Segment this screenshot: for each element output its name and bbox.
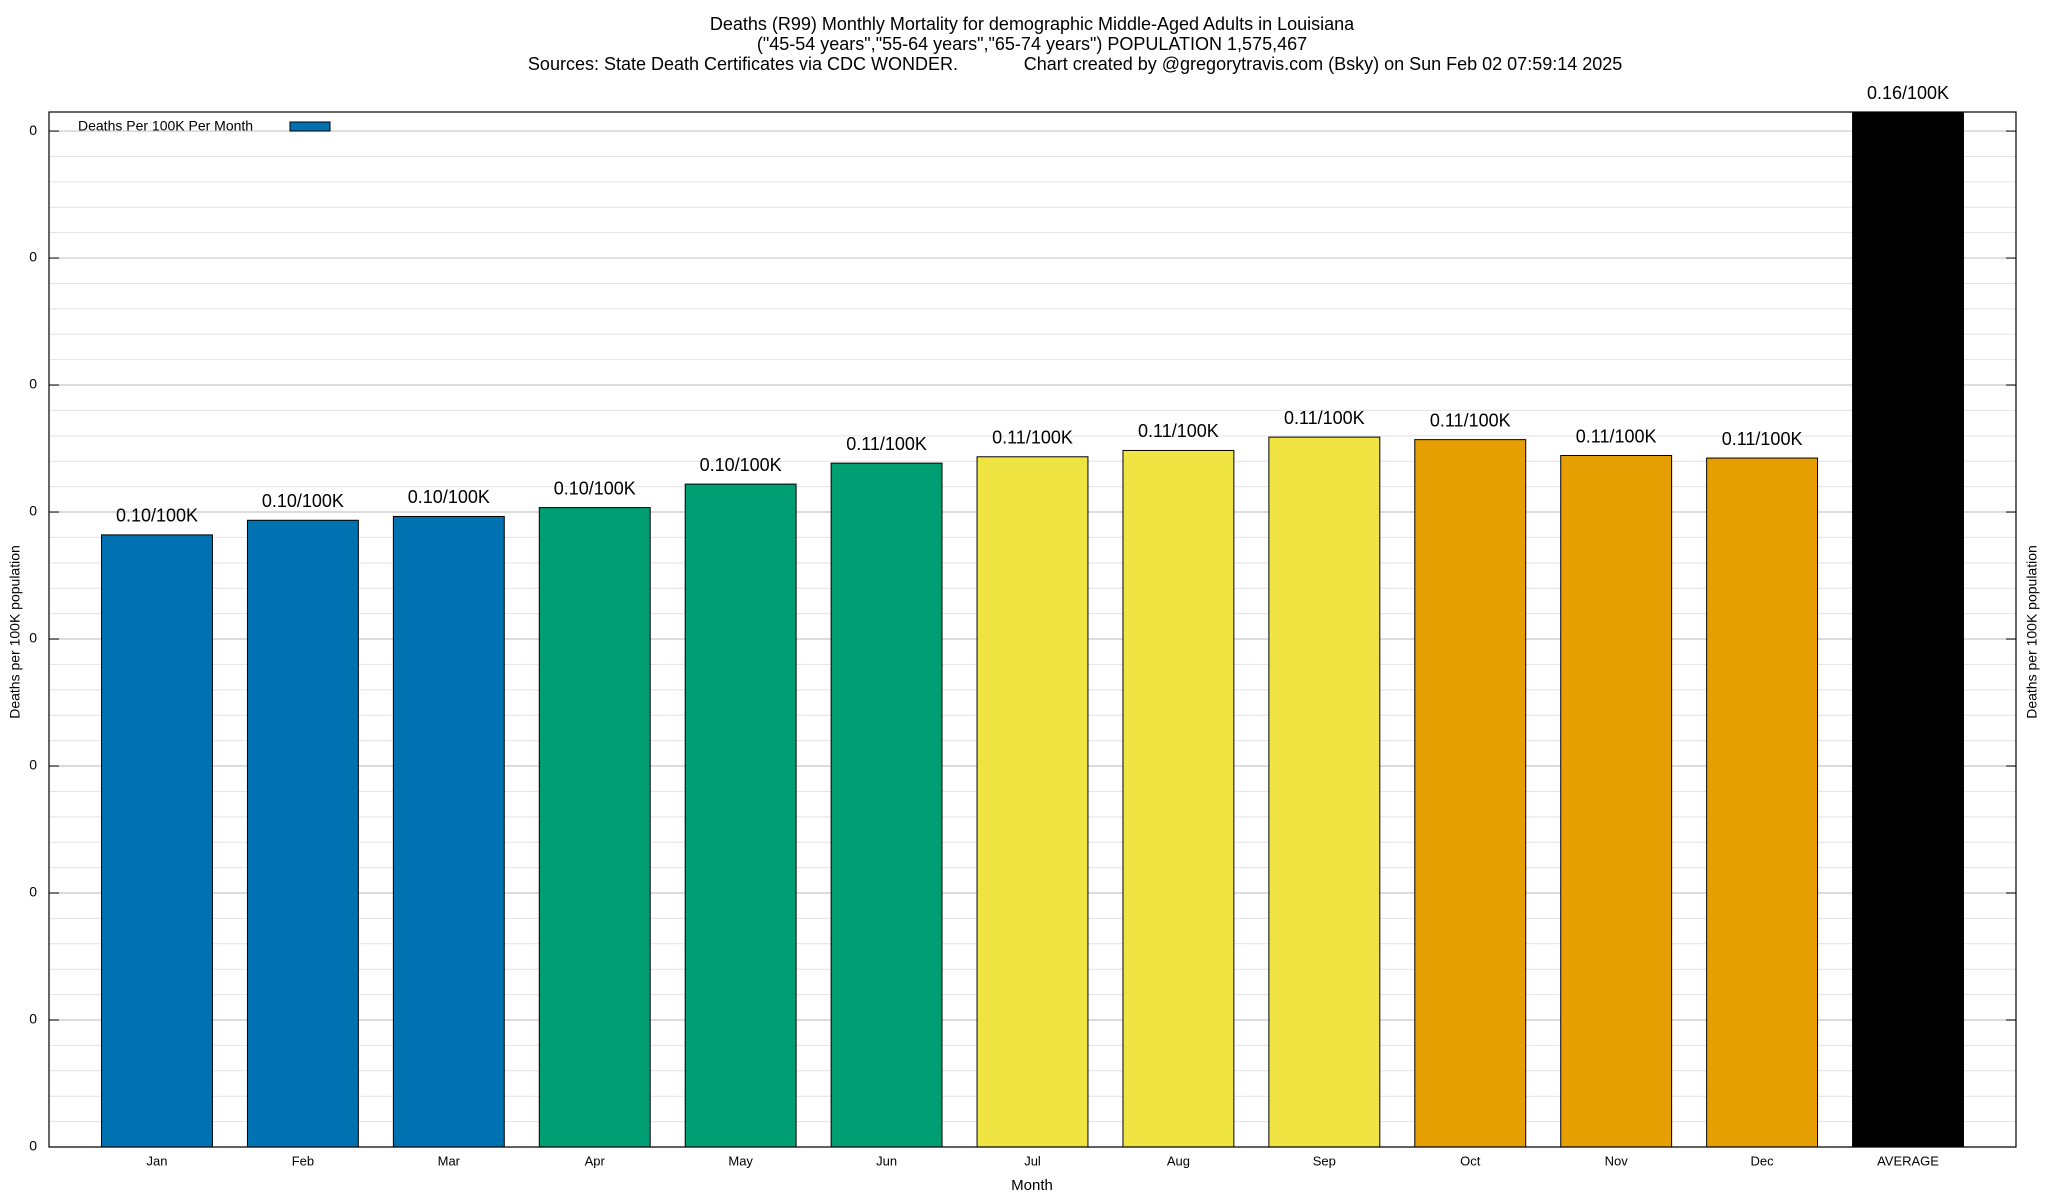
y-tick-label: 0 <box>29 884 37 900</box>
chart-subtitle: ("45-54 years","55-64 years","65-74 year… <box>757 34 1307 54</box>
bar <box>976 456 1089 1148</box>
value-label: 0.11/100K <box>1284 408 1365 428</box>
y-tick-label: 0 <box>29 630 37 646</box>
x-tick-label: Feb <box>292 1153 314 1168</box>
bar <box>1560 455 1673 1148</box>
x-tick-label: Jul <box>1024 1153 1041 1168</box>
x-tick-label: Nov <box>1605 1153 1629 1168</box>
bar <box>1122 449 1235 1148</box>
value-label: 0.11/100K <box>1430 410 1511 430</box>
x-tick-label: Apr <box>585 1153 606 1168</box>
chart-title: Deaths (R99) Monthly Mortality for demog… <box>710 14 1355 34</box>
x-tick-label: Sep <box>1313 1153 1336 1168</box>
bar <box>1268 436 1381 1148</box>
bar <box>1852 111 1964 1148</box>
x-tick-label: Aug <box>1167 1153 1190 1168</box>
y-tick-label: 0 <box>29 376 37 392</box>
value-label: 0.10/100K <box>262 491 344 511</box>
y-tick-label: 0 <box>29 249 37 265</box>
y-tick-label: 0 <box>29 1138 37 1154</box>
x-tick-label: Jun <box>876 1153 897 1168</box>
y-tick-label: 0 <box>29 122 37 138</box>
value-label: 0.16/100K <box>1867 83 1949 103</box>
bar <box>1414 439 1527 1148</box>
plot-frame <box>48 111 2017 1148</box>
value-label: 0.11/100K <box>1138 421 1219 441</box>
bar <box>684 483 797 1148</box>
y2-axis-label: Deaths per 100K population <box>2024 545 2040 719</box>
y-tick-label: 0 <box>29 1011 37 1027</box>
chart-credit: Chart created by @gregorytravis.com (Bsk… <box>1024 54 1623 74</box>
bar <box>101 534 213 1148</box>
value-label: 0.10/100K <box>700 455 782 475</box>
y-tick-label: 0 <box>29 757 37 773</box>
value-label: 0.11/100K <box>992 428 1073 448</box>
legend-label: Deaths Per 100K Per Month <box>78 118 253 134</box>
value-label: 0.10/100K <box>116 506 198 526</box>
value-label: 0.10/100K <box>408 487 490 507</box>
x-tick-label: May <box>728 1153 753 1168</box>
x-tick-label: Oct <box>1460 1153 1481 1168</box>
x-axis-label: Month <box>1011 1177 1053 1194</box>
bar <box>1706 457 1819 1148</box>
value-label: 0.11/100K <box>1576 426 1657 446</box>
value-label: 0.11/100K <box>1722 429 1803 449</box>
y-axis-label: Deaths per 100K population <box>7 545 23 719</box>
value-label: 0.10/100K <box>554 478 636 498</box>
y-tick-label: 0 <box>29 503 37 519</box>
bar <box>538 507 651 1148</box>
x-tick-label: AVERAGE <box>1877 1153 1939 1168</box>
bar <box>246 519 359 1148</box>
bar <box>392 515 505 1148</box>
x-tick-label: Mar <box>438 1153 461 1168</box>
legend-swatch <box>289 121 331 132</box>
value-label: 0.11/100K <box>846 434 927 454</box>
x-tick-label: Dec <box>1751 1153 1775 1168</box>
chart-source: Sources: State Death Certificates via CD… <box>528 54 958 74</box>
bar <box>830 462 943 1148</box>
x-tick-label: Jan <box>146 1153 167 1168</box>
